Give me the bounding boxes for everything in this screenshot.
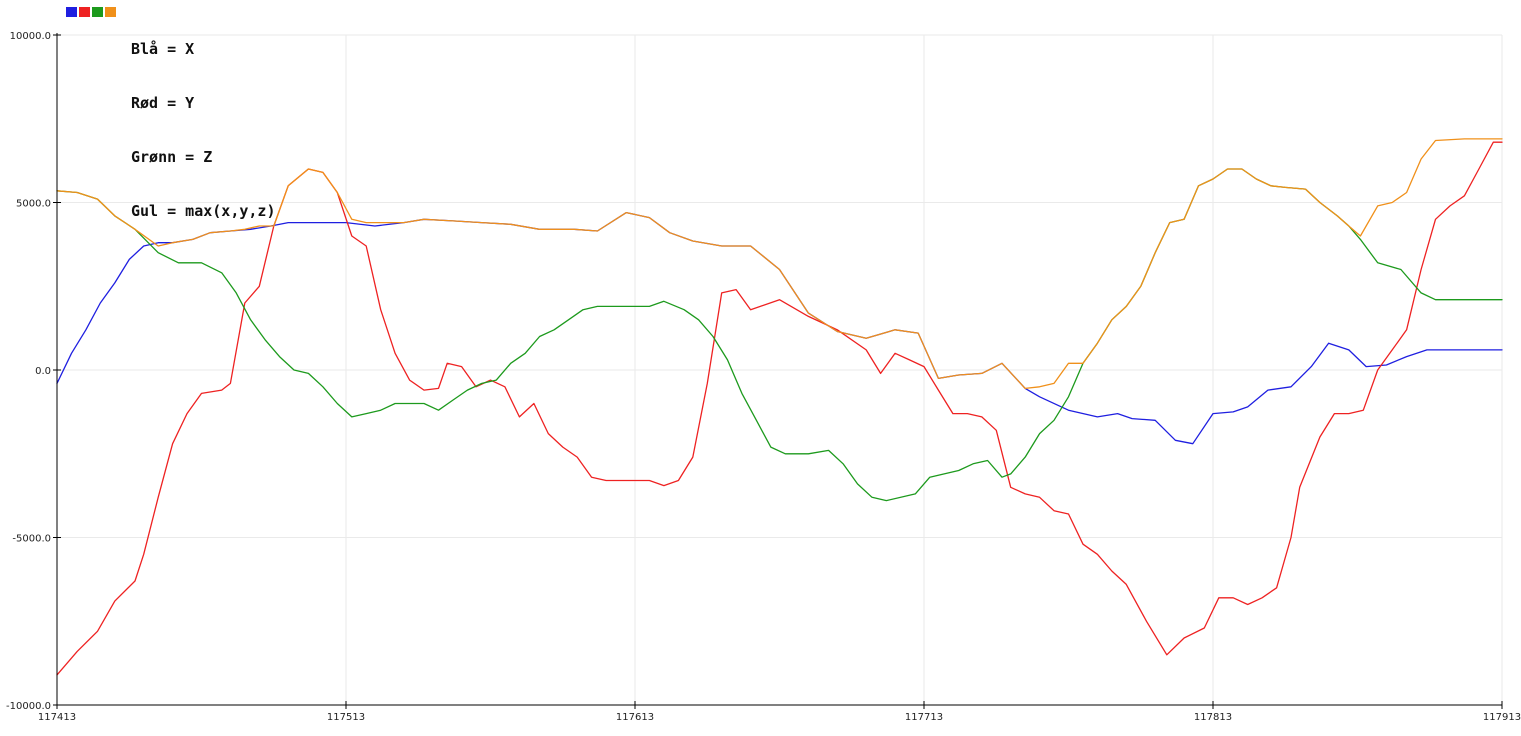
axes xyxy=(53,33,1503,709)
y-tick-label-3: 5000.0 xyxy=(16,199,51,210)
tick-labels: -10000.0 -5000.0 0.0 5000.0 10000.0 117413 117… xyxy=(6,31,1521,723)
x-tick-label-4: 117813 xyxy=(1194,712,1232,723)
x-tick-label-2: 117613 xyxy=(616,712,654,723)
legend-swatch-y xyxy=(79,7,90,17)
legend-line-max: Gul = max(x,y,z) xyxy=(131,202,276,220)
legend-swatch-max xyxy=(105,7,116,17)
legend-swatches xyxy=(66,7,116,17)
y-tick-label-1: -5000.0 xyxy=(12,534,51,545)
y-tick-label-4: 10000.0 xyxy=(10,31,51,42)
legend-line-y: Rød = Y xyxy=(131,94,195,112)
legend-swatch-z xyxy=(92,7,103,17)
x-tick-label-3: 117713 xyxy=(905,712,943,723)
legend-line-x: Blå = X xyxy=(131,40,195,58)
x-tick-label-5: 117913 xyxy=(1483,712,1521,723)
x-tick-label-1: 117513 xyxy=(327,712,365,723)
legend-swatch-x xyxy=(66,7,77,17)
x-tick-label-0: 117413 xyxy=(38,712,76,723)
legend-text: Blå = X Rød = Y Grønn = Z Gul = max(x,y,… xyxy=(131,4,276,256)
legend-line-z: Grønn = Z xyxy=(131,148,213,166)
series-lines xyxy=(56,138,1503,676)
y-tick-label-0: -10000.0 xyxy=(6,701,51,712)
series-line-max xyxy=(56,138,1503,390)
y-tick-label-2: 0.0 xyxy=(35,366,51,377)
